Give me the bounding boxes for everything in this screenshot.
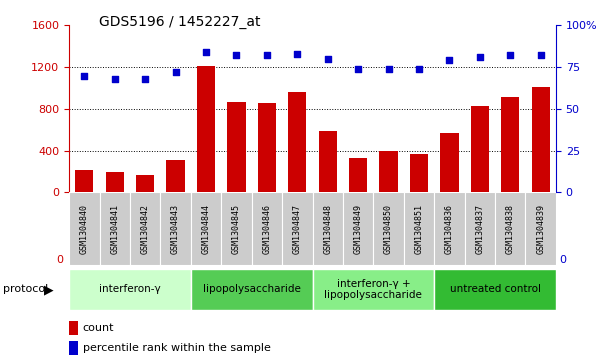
Text: GSM1304845: GSM1304845	[232, 204, 241, 254]
Text: lipopolysaccharide: lipopolysaccharide	[203, 285, 300, 294]
Text: count: count	[82, 323, 114, 333]
Text: untreated control: untreated control	[450, 285, 540, 294]
Text: GSM1304837: GSM1304837	[475, 204, 484, 254]
Point	[505, 53, 515, 58]
Text: GSM1304848: GSM1304848	[323, 204, 332, 254]
Text: GSM1304847: GSM1304847	[293, 204, 302, 254]
Text: GSM1304846: GSM1304846	[263, 204, 272, 254]
Bar	[434, 269, 556, 310]
Text: GSM1304850: GSM1304850	[384, 204, 393, 254]
Text: GSM1304836: GSM1304836	[445, 204, 454, 254]
Text: 0: 0	[559, 255, 566, 265]
Bar	[465, 192, 495, 265]
Text: ▶: ▶	[44, 283, 53, 296]
Bar	[227, 102, 246, 192]
Text: GSM1304839: GSM1304839	[536, 204, 545, 254]
Bar	[100, 192, 130, 265]
Text: interferon-γ: interferon-γ	[99, 285, 161, 294]
Bar	[373, 192, 404, 265]
Point	[262, 53, 272, 58]
Bar	[69, 192, 100, 265]
Bar	[221, 192, 252, 265]
Bar	[410, 154, 428, 192]
Point	[475, 54, 484, 60]
Point	[79, 73, 89, 78]
Bar	[69, 321, 78, 335]
Point	[445, 58, 454, 64]
Bar	[106, 172, 124, 192]
Text: GSM1304841: GSM1304841	[110, 204, 119, 254]
Bar	[191, 269, 313, 310]
Point	[293, 51, 302, 57]
Text: protocol: protocol	[3, 285, 48, 294]
Bar	[69, 269, 191, 310]
Point	[171, 69, 180, 75]
Bar	[258, 103, 276, 192]
Text: GSM1304838: GSM1304838	[506, 204, 515, 254]
Bar	[160, 192, 191, 265]
Bar	[288, 92, 307, 192]
Bar	[130, 192, 160, 265]
Text: GSM1304849: GSM1304849	[353, 204, 362, 254]
Bar	[343, 192, 373, 265]
Point	[384, 66, 394, 72]
Bar	[501, 97, 519, 192]
Point	[201, 49, 211, 55]
Bar	[191, 192, 221, 265]
Text: interferon-γ +
lipopolysaccharide: interferon-γ + lipopolysaccharide	[325, 279, 423, 300]
Bar	[404, 192, 435, 265]
Point	[323, 56, 332, 62]
Bar	[252, 192, 282, 265]
Bar	[495, 192, 525, 265]
Text: GSM1304840: GSM1304840	[80, 204, 89, 254]
Bar	[313, 269, 435, 310]
Bar	[282, 192, 313, 265]
Bar	[136, 175, 154, 192]
Point	[231, 53, 241, 58]
Bar	[532, 87, 550, 192]
Point	[414, 66, 424, 72]
Text: GSM1304842: GSM1304842	[141, 204, 150, 254]
Bar	[471, 106, 489, 192]
Text: 0: 0	[56, 255, 63, 265]
Bar	[166, 160, 185, 192]
Bar	[313, 192, 343, 265]
Text: GSM1304844: GSM1304844	[201, 204, 210, 254]
Bar	[379, 151, 398, 192]
Bar	[434, 192, 465, 265]
Text: GDS5196 / 1452227_at: GDS5196 / 1452227_at	[99, 15, 261, 29]
Point	[536, 53, 546, 58]
Point	[353, 66, 363, 72]
Text: percentile rank within the sample: percentile rank within the sample	[82, 343, 270, 353]
Bar	[525, 192, 556, 265]
Point	[110, 76, 120, 82]
Bar	[75, 170, 94, 192]
Text: GSM1304851: GSM1304851	[415, 204, 424, 254]
Bar	[197, 66, 215, 192]
Bar	[441, 134, 459, 192]
Text: GSM1304843: GSM1304843	[171, 204, 180, 254]
Point	[141, 76, 150, 82]
Bar	[69, 341, 78, 355]
Bar	[349, 158, 367, 192]
Bar	[319, 131, 337, 192]
